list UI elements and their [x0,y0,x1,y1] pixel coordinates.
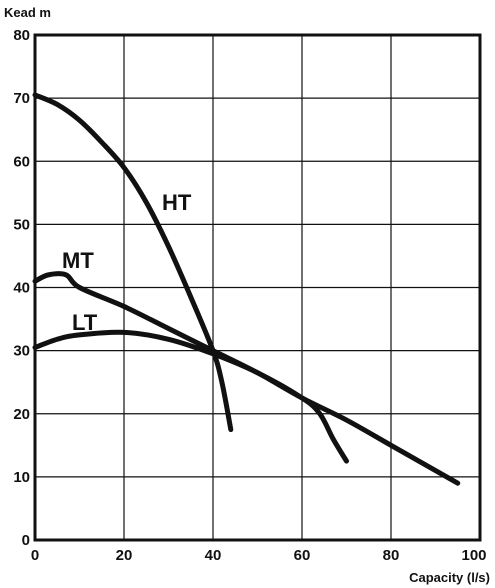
y-tick-label: 10 [13,469,30,486]
grid-lines [34,34,481,541]
series-label-lt: LT [72,310,98,335]
y-tick-label: 20 [13,406,30,423]
x-tick-label: 100 [461,547,486,564]
series-label-ht: HT [162,190,192,215]
curve-lt [32,329,349,464]
x-tick-label: 40 [205,547,222,564]
y-tick-label: 0 [22,532,30,549]
curve-mt [32,271,461,486]
plot-frame [33,33,482,542]
x-tick-label: 80 [383,547,400,564]
y-tick-label: 40 [13,280,30,297]
x-tick-label: 20 [116,547,133,564]
x-tick-label: 60 [294,547,311,564]
curve-ht [32,92,234,433]
y-tick-label: 50 [13,216,30,233]
x-axis-title: Capacity (l/s) [409,570,490,585]
y-tick-label: 30 [13,343,30,360]
y-tick-label: 80 [13,27,30,44]
y-axis-title: Kead m [4,5,51,20]
y-tick-label: 70 [13,90,30,107]
y-tick-label: 60 [13,153,30,170]
curves [32,92,461,486]
tick-labels: 0 20 40 60 80 100 0 10 20 30 40 50 60 70 80 [13,27,486,564]
x-tick-label: 0 [31,547,39,564]
series-label-mt: MT [62,248,94,273]
